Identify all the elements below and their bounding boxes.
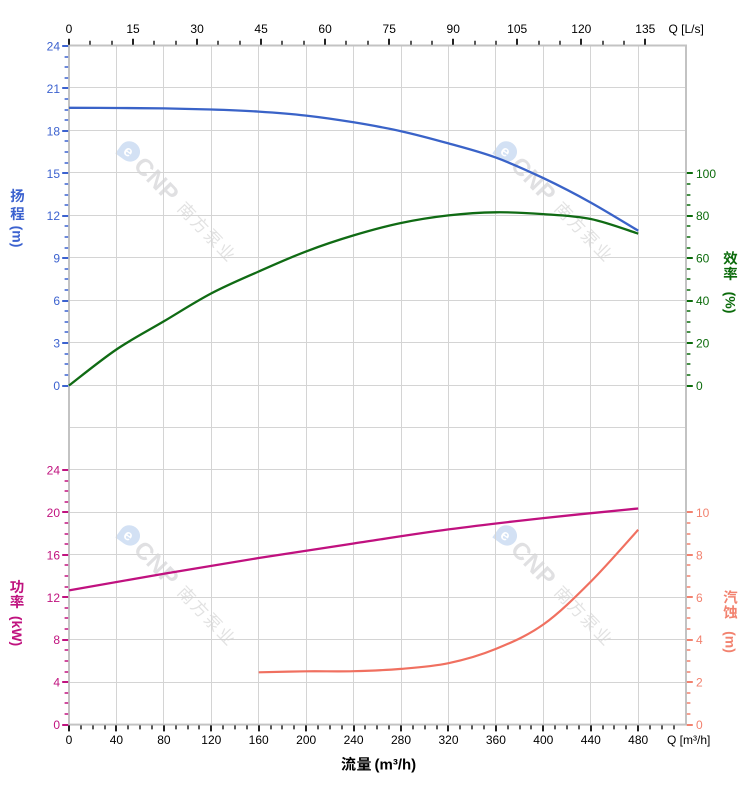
svg-text:0: 0 bbox=[53, 718, 60, 732]
svg-text:30: 30 bbox=[190, 22, 204, 36]
svg-text:240: 240 bbox=[344, 733, 364, 747]
svg-text:(m): (m) bbox=[10, 226, 26, 248]
svg-text:(m): (m) bbox=[723, 631, 739, 653]
svg-text:60: 60 bbox=[318, 22, 332, 36]
svg-text:15: 15 bbox=[47, 167, 61, 181]
svg-text:24: 24 bbox=[47, 39, 61, 53]
svg-text:400: 400 bbox=[533, 733, 553, 747]
svg-text:20: 20 bbox=[696, 337, 710, 351]
svg-text:18: 18 bbox=[47, 124, 61, 138]
svg-text:12: 12 bbox=[47, 591, 61, 605]
svg-text:8: 8 bbox=[696, 548, 703, 562]
svg-text:480: 480 bbox=[628, 733, 648, 747]
svg-text:21: 21 bbox=[47, 82, 61, 96]
svg-text:60: 60 bbox=[696, 252, 710, 266]
svg-text:200: 200 bbox=[296, 733, 316, 747]
svg-text:16: 16 bbox=[47, 548, 61, 562]
svg-text:160: 160 bbox=[249, 733, 269, 747]
svg-text:Q [m³/h]: Q [m³/h] bbox=[667, 733, 710, 747]
svg-text:90: 90 bbox=[447, 22, 461, 36]
svg-text:80: 80 bbox=[157, 733, 171, 747]
svg-text:120: 120 bbox=[201, 733, 221, 747]
svg-text:Q [L/s]: Q [L/s] bbox=[669, 22, 704, 36]
svg-text:120: 120 bbox=[571, 22, 591, 36]
svg-text:(m³/h): (m³/h) bbox=[375, 757, 417, 774]
svg-text:0: 0 bbox=[696, 718, 703, 732]
svg-text:0: 0 bbox=[66, 22, 73, 36]
svg-text:4: 4 bbox=[696, 633, 703, 647]
svg-text:0: 0 bbox=[696, 379, 703, 393]
svg-text:105: 105 bbox=[507, 22, 527, 36]
svg-text:80: 80 bbox=[696, 209, 710, 223]
svg-text:8: 8 bbox=[53, 633, 60, 647]
svg-text:6: 6 bbox=[696, 591, 703, 605]
svg-text:2: 2 bbox=[696, 676, 703, 690]
svg-text:24: 24 bbox=[47, 463, 61, 477]
svg-text:10: 10 bbox=[696, 506, 710, 520]
svg-text:0: 0 bbox=[53, 379, 60, 393]
svg-text:20: 20 bbox=[47, 506, 61, 520]
svg-text:40: 40 bbox=[110, 733, 124, 747]
svg-text:6: 6 bbox=[53, 294, 60, 308]
svg-text:320: 320 bbox=[438, 733, 458, 747]
svg-text:(%): (%) bbox=[723, 292, 739, 314]
svg-text:0: 0 bbox=[66, 733, 73, 747]
svg-text:3: 3 bbox=[53, 337, 60, 351]
svg-text:15: 15 bbox=[126, 22, 140, 36]
svg-text:45: 45 bbox=[254, 22, 268, 36]
svg-text:360: 360 bbox=[486, 733, 506, 747]
svg-text:40: 40 bbox=[696, 294, 710, 308]
svg-text:9: 9 bbox=[53, 252, 60, 266]
svg-text:75: 75 bbox=[383, 22, 397, 36]
svg-text:(kW): (kW) bbox=[9, 616, 25, 646]
svg-text:440: 440 bbox=[581, 733, 601, 747]
svg-text:280: 280 bbox=[391, 733, 411, 747]
svg-text:12: 12 bbox=[47, 209, 61, 223]
svg-text:4: 4 bbox=[53, 676, 60, 690]
svg-text:100: 100 bbox=[696, 167, 716, 181]
svg-text:135: 135 bbox=[635, 22, 655, 36]
